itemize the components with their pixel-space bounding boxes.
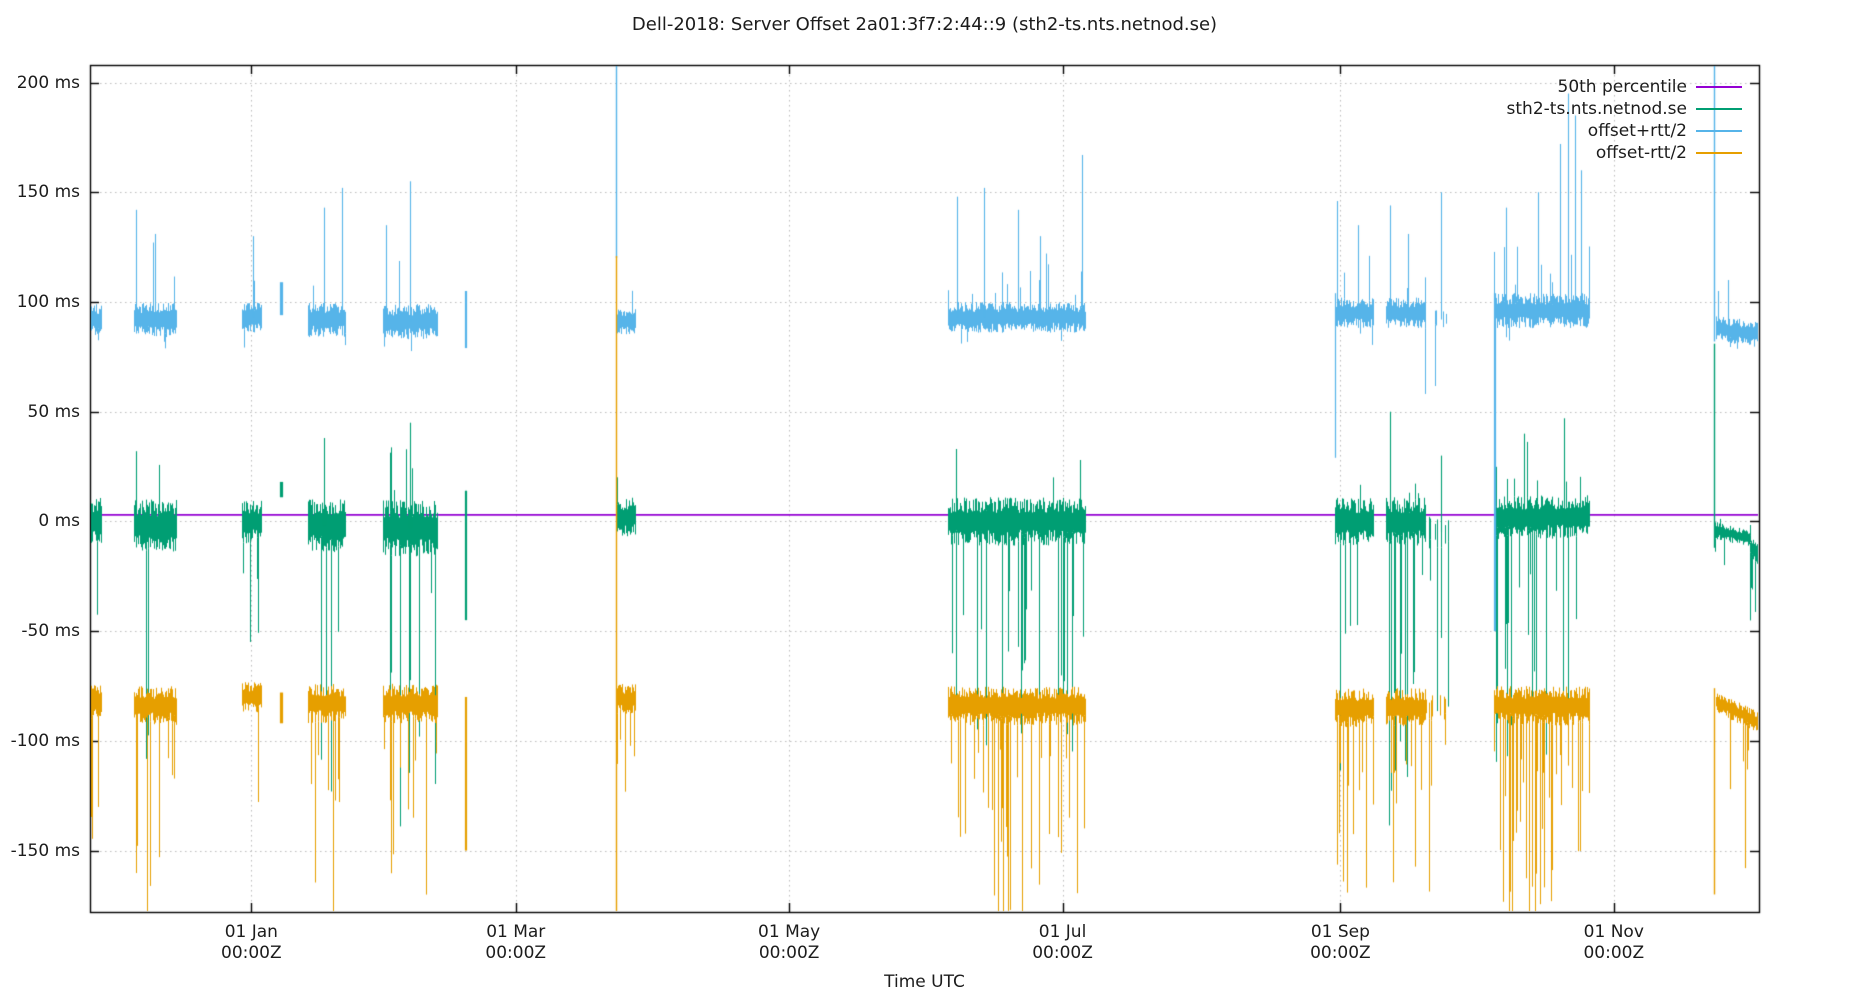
legend-line-swatch [1696, 130, 1742, 132]
legend-row: offset+rtt/2 [1507, 120, 1742, 142]
y-tick-label: -50 ms [21, 621, 80, 642]
y-tick-label: 0 ms [38, 511, 80, 532]
x-tick-label: 01 May 00:00Z [758, 922, 821, 963]
legend-row: sth2-ts.nts.netnod.se [1507, 98, 1742, 120]
legend-line-swatch [1696, 86, 1742, 88]
x-tick-label: 01 Jan 00:00Z [221, 922, 282, 963]
y-tick-label: -150 ms [10, 840, 80, 861]
legend-label: sth2-ts.nts.netnod.se [1506, 99, 1687, 119]
x-tick-label: 01 Mar 00:00Z [485, 922, 547, 963]
legend-label: offset-rtt/2 [1595, 143, 1687, 163]
legend-line-swatch [1696, 152, 1742, 154]
chart-title: Dell-2018: Server Offset 2a01:3f7:2:44::… [631, 14, 1218, 35]
legend-row: 50th percentile [1507, 76, 1742, 98]
x-tick-label: 01 Jul 00:00Z [1032, 922, 1093, 963]
legend-line-swatch [1696, 108, 1742, 110]
legend-label: offset+rtt/2 [1587, 121, 1687, 141]
legend-row: offset-rtt/2 [1507, 142, 1742, 164]
y-tick-label: 200 ms [16, 72, 80, 93]
x-tick-label: 01 Nov 00:00Z [1583, 922, 1645, 963]
legend-label: 50th percentile [1557, 77, 1688, 97]
x-axis-title: Time UTC [884, 972, 965, 992]
y-tick-label: 150 ms [16, 182, 80, 203]
x-tick-label: 01 Sep 00:00Z [1310, 922, 1371, 963]
legend: 50th percentile sth2-ts.nts.netnod.se of… [1507, 76, 1742, 164]
y-tick-label: 50 ms [27, 401, 80, 422]
y-tick-label: -100 ms [10, 730, 80, 751]
y-tick-label: 100 ms [16, 291, 80, 312]
